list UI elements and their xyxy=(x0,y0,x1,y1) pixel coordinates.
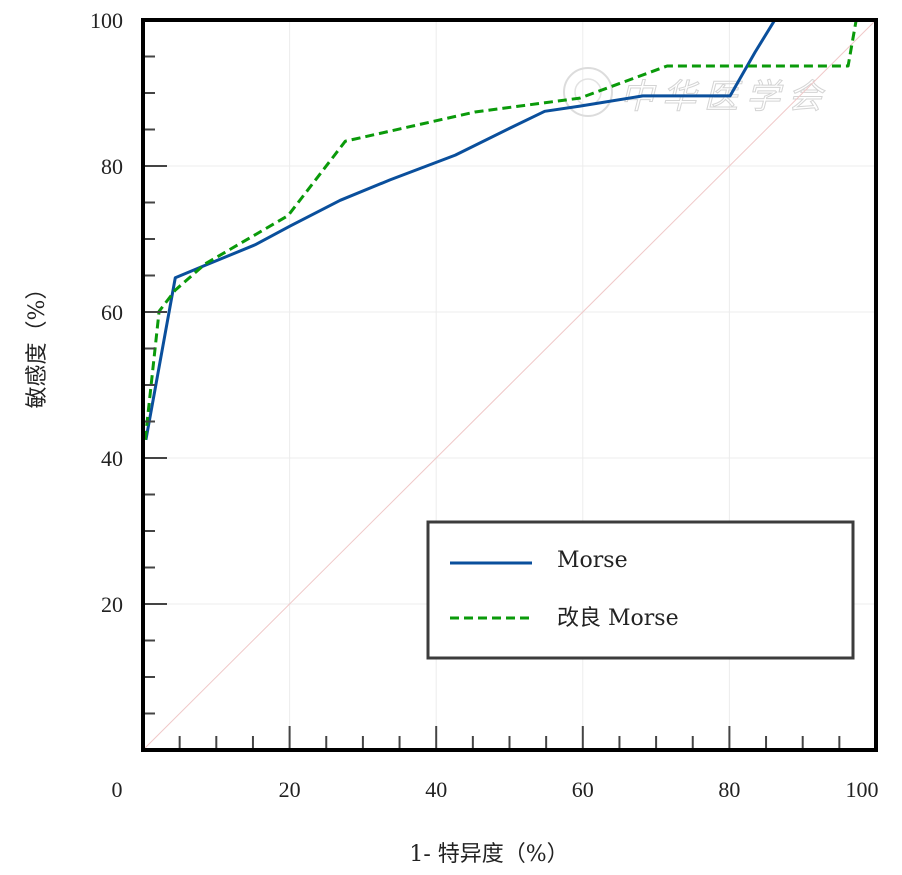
x-tick-label: 0 xyxy=(112,777,123,802)
legend-box xyxy=(426,520,855,660)
legend: Morse 改良 Morse xyxy=(426,520,855,660)
plot-frame xyxy=(141,18,878,752)
reference-diagonal xyxy=(142,19,877,751)
y-axis-title: 敏感度（%） xyxy=(25,278,50,409)
x-tick-label: 80 xyxy=(718,777,740,802)
x-tick-label: 20 xyxy=(279,777,301,802)
series-group xyxy=(143,19,858,441)
watermark-seal-inner xyxy=(574,78,602,106)
y-tick-label: 80 xyxy=(101,154,123,179)
y-tick-labels: 20 40 60 80 100 xyxy=(90,8,123,617)
legend-label-morse: Morse xyxy=(557,548,628,573)
series-line-morse xyxy=(144,19,777,441)
x-axis-title: 1- 特异度（%） xyxy=(409,842,568,867)
x-tick-label: 100 xyxy=(846,777,879,802)
y-tick-label: 60 xyxy=(101,300,123,325)
y-tick-label: 20 xyxy=(101,592,123,617)
y-tick-label: 100 xyxy=(90,8,123,33)
watermark-seal xyxy=(563,67,613,117)
x-tick-label: 60 xyxy=(572,777,594,802)
y-tick-label: 40 xyxy=(101,446,123,471)
series-line-improved-morse xyxy=(143,19,858,440)
legend-label-improved-morse: 改良 Morse xyxy=(557,606,679,631)
watermark: 中华医学会 xyxy=(563,67,823,118)
x-tick-label: 40 xyxy=(425,777,447,802)
x-tick-labels: 0 20 40 60 80 100 xyxy=(112,777,879,802)
